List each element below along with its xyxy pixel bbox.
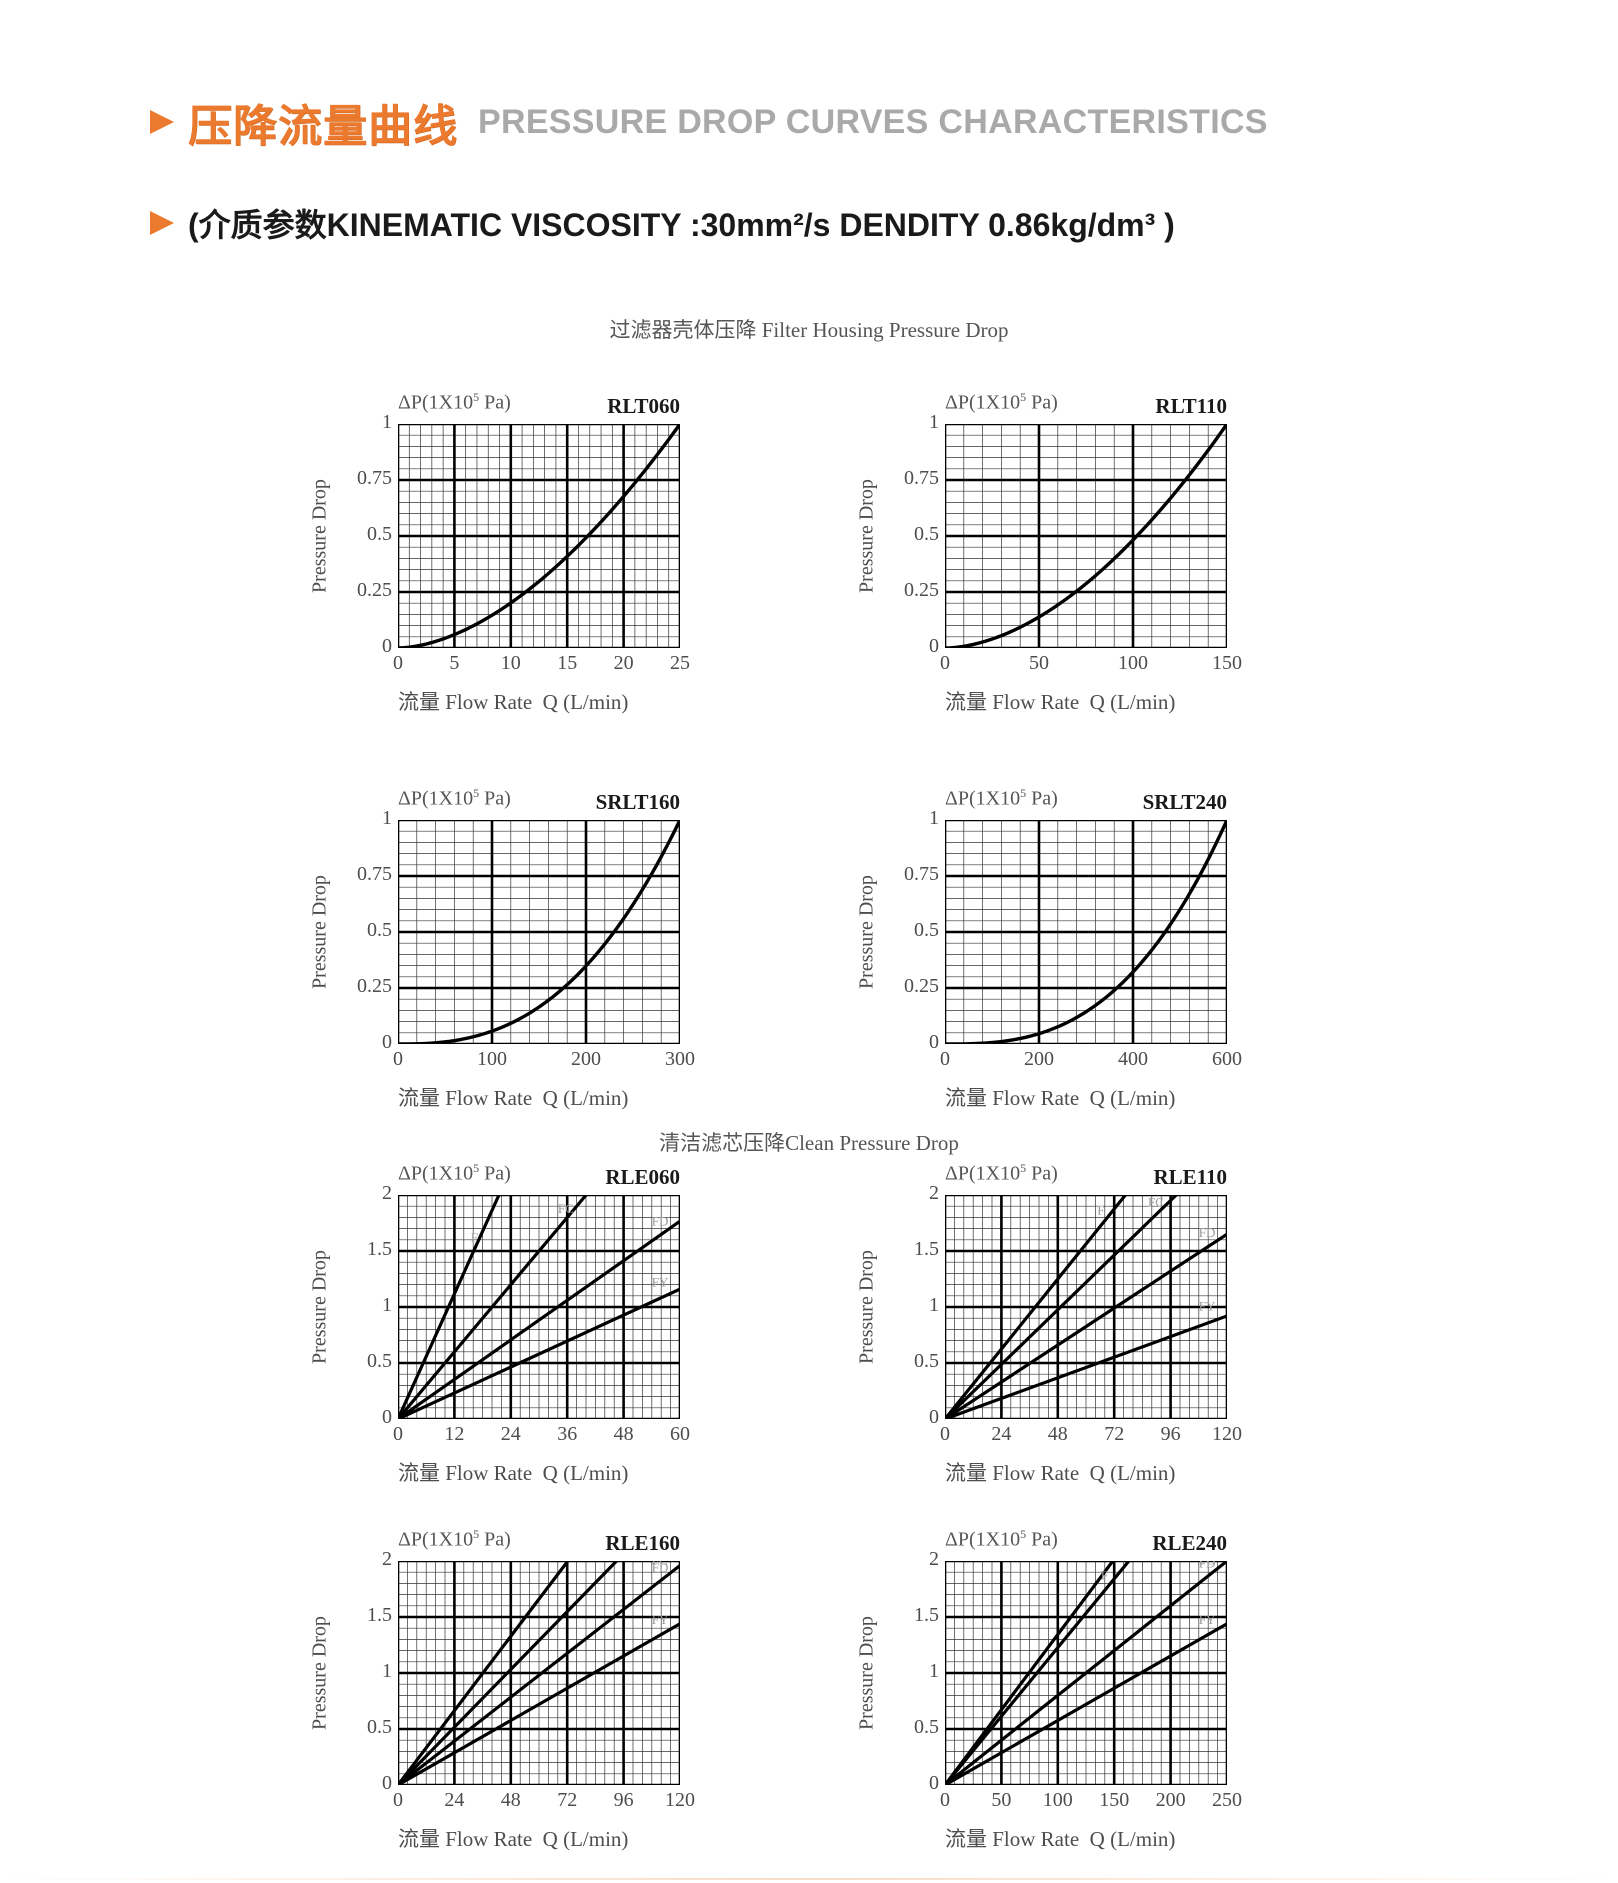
svg-text:FD: FD — [1199, 1225, 1216, 1240]
svg-text:FD: FD — [652, 1561, 669, 1575]
svg-text:FY: FY — [1199, 1612, 1216, 1627]
svg-text:FY: FY — [652, 1274, 669, 1289]
svg-text:FY: FY — [1199, 1299, 1216, 1314]
svg-text:FD: FD — [1199, 1561, 1216, 1571]
svg-text:FD: FD — [652, 1213, 669, 1228]
svg-text:F: F — [1097, 1202, 1104, 1217]
svg-text:FY: FY — [652, 1612, 669, 1627]
svg-text:FC: FC — [1148, 1195, 1164, 1210]
svg-text:FC: FC — [558, 1201, 574, 1216]
svg-text:F: F — [1101, 1568, 1108, 1583]
svg-text:F: F — [471, 1230, 478, 1245]
